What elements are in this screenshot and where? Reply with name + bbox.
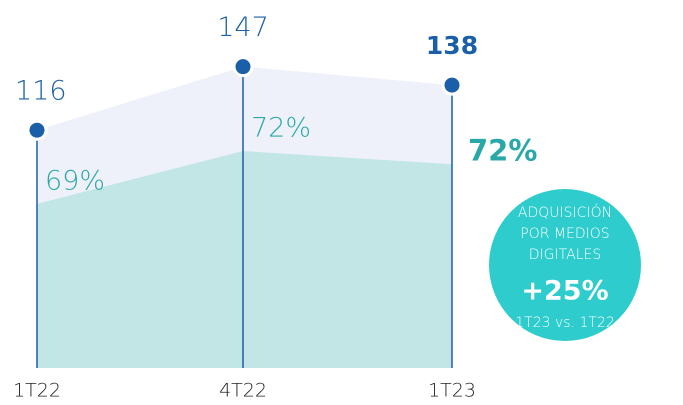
callout-value: +25% <box>521 276 608 307</box>
value-label: 116 <box>15 76 67 107</box>
x-tick-label: 4T22 <box>219 380 267 402</box>
value-label: 138 <box>426 31 478 60</box>
share-label: 72% <box>468 133 537 167</box>
point <box>441 74 463 96</box>
callout-text: DIGITALES <box>529 247 601 263</box>
share-label: 72% <box>251 113 311 144</box>
x-tick-label: 1T23 <box>428 380 476 402</box>
callout-comparison: 1T23 vs. 1T22 <box>515 315 614 331</box>
share-label: 69% <box>45 165 105 196</box>
share-area <box>37 151 452 368</box>
x-tick-label: 1T22 <box>13 380 61 402</box>
point <box>26 119 48 141</box>
areas <box>37 66 452 369</box>
value-label: 147 <box>217 12 269 43</box>
point <box>232 56 254 78</box>
callout-text: ADQUISICIÓN <box>518 203 612 221</box>
callout-text: POR MEDIOS <box>520 226 609 242</box>
callout-circle <box>489 189 641 341</box>
